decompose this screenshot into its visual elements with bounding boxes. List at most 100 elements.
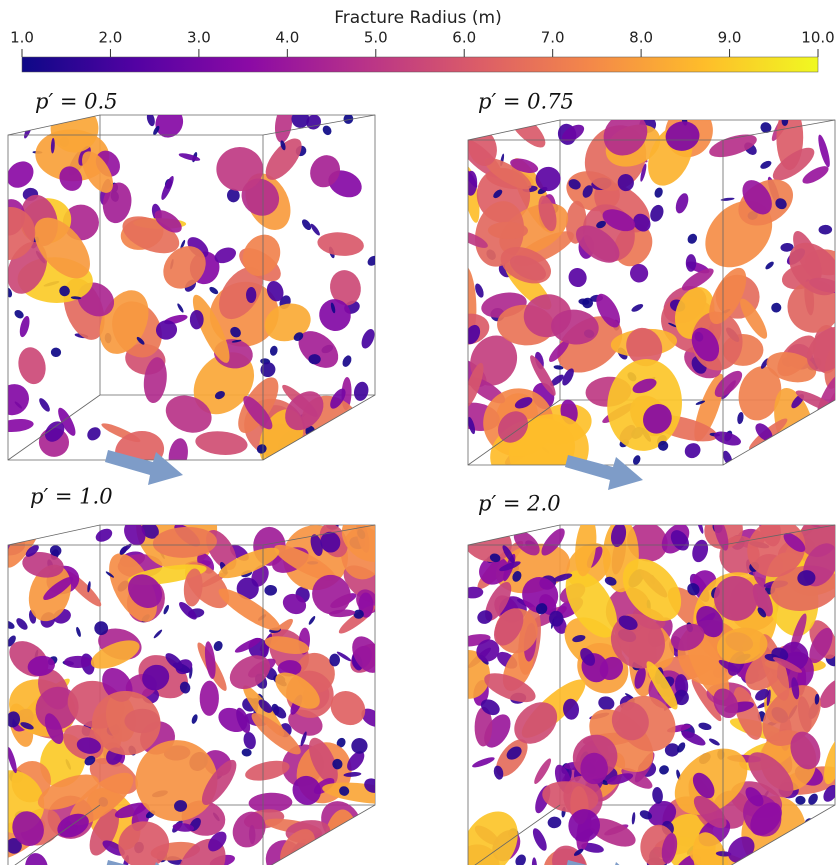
- fracture: [530, 826, 549, 852]
- fracture-panel: [447, 501, 836, 865]
- fracture-panel: [0, 474, 409, 865]
- fracture: [658, 764, 671, 777]
- fracture: [350, 737, 369, 755]
- fracture: [94, 526, 115, 544]
- fracture: [806, 792, 820, 807]
- fracture: [0, 417, 34, 433]
- fracture: [350, 445, 369, 457]
- fracture: [2, 156, 39, 193]
- colorbar-tick-label: 7.0: [541, 29, 565, 47]
- fracture: [698, 721, 712, 731]
- fracture: [758, 120, 773, 135]
- fracture: [0, 378, 35, 422]
- fracture: [269, 345, 279, 357]
- fracture: [682, 440, 703, 461]
- fracture: [631, 812, 636, 825]
- colorbar-title: Fracture Radius (m): [334, 8, 501, 28]
- fracture: [37, 397, 52, 414]
- fracture: [150, 103, 188, 142]
- fracture: [348, 820, 361, 833]
- panel-label: p′ = 0.75: [478, 90, 574, 114]
- colorbar-tick-label: 3.0: [187, 29, 211, 47]
- fracture: [273, 104, 294, 144]
- fracture: [566, 266, 589, 290]
- colorbar-tick-label: 2.0: [99, 29, 123, 47]
- fracture: [346, 631, 387, 678]
- fracture: [241, 748, 252, 757]
- fracture: [532, 857, 538, 865]
- fracture: [489, 116, 503, 130]
- fracture: [242, 731, 258, 751]
- fracture: [190, 713, 198, 724]
- fracture: [18, 315, 31, 338]
- fracture: [630, 302, 644, 313]
- fractures: [0, 474, 409, 865]
- fracture: [785, 440, 813, 462]
- fracture: [736, 412, 744, 425]
- cube-edge: [468, 120, 560, 140]
- fracture: [824, 839, 835, 854]
- fracture: [547, 816, 561, 828]
- fracture: [771, 302, 782, 312]
- fracture: [316, 230, 365, 257]
- fractures: [444, 99, 836, 500]
- fracture: [23, 852, 50, 865]
- fracture: [13, 308, 26, 320]
- fracture: [208, 285, 219, 295]
- fracture: [818, 452, 833, 466]
- fracture: [782, 116, 789, 126]
- fracture: [480, 526, 492, 539]
- fracture: [686, 232, 699, 246]
- figure: Fracture Radius (m) 1.02.03.04.05.06.07.…: [0, 0, 836, 865]
- colorbar-tick-label: 10.0: [801, 29, 834, 47]
- fracture: [690, 538, 711, 564]
- fracture: [341, 354, 353, 368]
- fracture: [632, 454, 642, 466]
- fracture: [788, 856, 815, 865]
- panel-label: p′ = 2.0: [478, 492, 561, 516]
- fracture: [40, 519, 46, 533]
- fracture: [359, 327, 377, 350]
- fracture-panel: [444, 99, 836, 500]
- colorbar: [22, 57, 818, 72]
- fractures: [0, 102, 408, 485]
- fracture: [821, 854, 829, 865]
- fracture: [327, 855, 358, 865]
- fracture: [824, 818, 836, 830]
- fracture: [332, 420, 356, 444]
- colorbar-tick-label: 1.0: [10, 29, 34, 47]
- fracture: [85, 425, 104, 444]
- fracture: [764, 260, 775, 270]
- fracture: [159, 175, 176, 202]
- fracture: [15, 345, 49, 387]
- fracture: [321, 124, 333, 137]
- colorbar-tick-label: 5.0: [364, 29, 388, 47]
- fracture: [312, 841, 376, 865]
- fracture: [178, 152, 201, 163]
- fracture-panel: [0, 102, 408, 485]
- panel-label: p′ = 1.0: [30, 485, 113, 509]
- fracture: [64, 656, 92, 668]
- fracture: [335, 825, 357, 865]
- fractures: [447, 501, 836, 865]
- fracture: [2, 619, 16, 630]
- fracture: [194, 429, 248, 457]
- colorbar-tick-label: 9.0: [718, 29, 742, 47]
- fracture: [346, 856, 358, 865]
- cube-edge: [8, 525, 100, 545]
- fracture: [832, 458, 836, 469]
- colorbar-tick-label: 8.0: [629, 29, 653, 47]
- fracture: [212, 639, 224, 652]
- fracture: [145, 111, 156, 127]
- fracture: [337, 404, 408, 485]
- fracture: [366, 254, 380, 268]
- fracture: [603, 355, 687, 454]
- panel-label: p′ = 0.5: [35, 90, 118, 114]
- fracture: [648, 203, 666, 224]
- fracture: [795, 795, 806, 805]
- fracture: [5, 746, 18, 774]
- fracture: [75, 626, 82, 637]
- colorbar-tick-label: 4.0: [275, 29, 299, 47]
- fracture: [653, 186, 664, 199]
- fracture: [343, 823, 364, 845]
